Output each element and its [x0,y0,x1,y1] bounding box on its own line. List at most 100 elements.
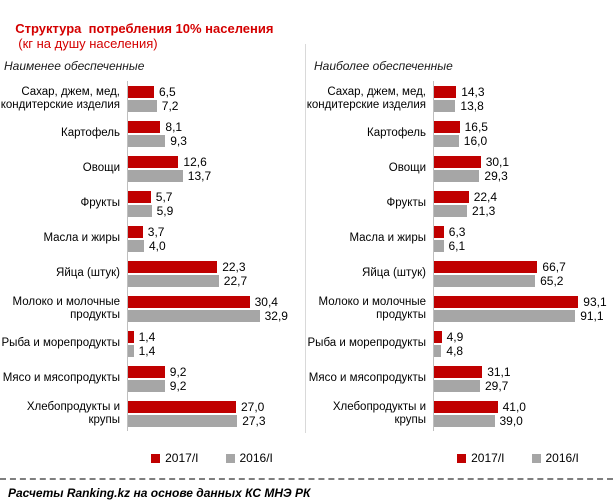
bar-line: 91,1 [434,308,611,323]
page-title-suffix: (кг на душу населения) [18,36,158,51]
category-label: Хлебопродукты и крупы [26,401,120,426]
bar-line: 6,3 [434,224,611,239]
bar-line: 22,4 [434,190,611,204]
bar-2017/I [128,120,161,133]
category-row: Рыба и морепродукты 4,9 4,8 [303,326,611,361]
bar-2017/I [128,365,165,378]
bar-2017/I [434,295,579,308]
legend-item-2016/I: 2016/I [225,451,273,465]
bar-2017/I [128,85,154,98]
value-label: 39,0 [499,413,523,428]
value-label: 14,3 [461,84,485,99]
value-label: 65,2 [540,273,564,288]
value-label: 6,5 [159,84,176,99]
value-label: 93,1 [583,294,607,309]
bar-2017/I [128,400,236,413]
chart-most-wealthy: Наиболее обеспеченные Сахар, джем, мед, … [303,59,611,465]
category-row: Фрукты 22,4 21,3 [303,186,611,221]
bar-group: 22,4 21,3 [433,186,611,221]
category-row: Молоко и молочные продукты 93,1 91,1 [303,291,611,326]
bar-2017/I [434,400,498,413]
legend-label: 2016/I [239,451,273,465]
value-label: 27,3 [242,413,266,428]
bar-group: 22,3 22,7 [127,256,303,291]
bar-2017/I [128,155,179,168]
bar-group: 30,4 32,9 [127,291,303,326]
value-label: 4,0 [149,238,166,253]
bar-line: 6,5 [128,84,303,99]
value-label: 27,0 [241,399,265,414]
bar-group: 30,1 29,3 [433,151,611,186]
legend-swatch [225,453,235,463]
bar-group: 6,5 7,2 [127,81,303,116]
bar-2016/I [128,274,219,287]
bar-line: 5,7 [128,189,303,204]
bar-group: 6,3 6,1 [433,221,611,256]
bar-2017/I [434,190,469,203]
plot-area-least-wealthy: Сахар, джем, мед, кондитерские изделия 6,… [0,81,303,431]
bar-2017/I [434,330,442,343]
bar-group: 1,4 1,4 [127,326,303,361]
chart-subtitle-least-wealthy: Наименее обеспеченные [4,59,145,73]
value-label: 22,3 [222,259,246,274]
source-note: Расчеты Ranking.kz на основе данных КС М… [0,478,613,500]
bar-line: 6,1 [434,239,611,253]
category-label: Яйца (штук) [56,267,120,280]
category-row: Картофель 16,5 16,0 [303,116,611,151]
bar-line: 93,1 [434,294,611,309]
bar-2016/I [434,169,480,182]
bar-2016/I [434,134,459,147]
category-row: Овощи 30,1 29,3 [303,151,611,186]
value-label: 6,3 [448,224,466,239]
value-label: 29,7 [485,378,509,393]
category-label: Овощи [388,162,426,175]
bar-2016/I [434,379,480,392]
category-row: Сахар, джем, мед, кондитерские изделия 6,… [0,81,303,116]
category-label: Сахар, джем, мед, кондитерские изделия [0,86,120,111]
bar-line: 22,7 [128,273,303,288]
bar-group: 27,0 27,3 [127,396,303,431]
bar-line: 16,5 [434,119,611,134]
category-row: Мясо и мясопродукты 9,2 9,2 [0,361,303,396]
value-label: 9,3 [170,133,187,148]
bar-line: 1,4 [128,344,303,358]
category-row: Масла и жиры 3,7 4,0 [0,221,303,256]
value-label: 5,7 [155,189,173,204]
bar-2017/I [434,85,457,98]
bar-group: 4,9 4,8 [433,326,611,361]
bar-2016/I [128,169,183,182]
bar-2017/I [434,155,481,168]
bar-2016/I [128,344,134,357]
value-label: 30,1 [485,154,510,169]
category-row: Хлебопродукты и крупы 27,0 27,3 [0,396,303,431]
bar-line: 22,3 [128,259,303,274]
value-label: 3,7 [147,224,165,239]
value-label: 21,3 [472,203,496,218]
value-label: 22,7 [223,273,248,288]
bar-group: 12,6 13,7 [127,151,303,186]
bar-2017/I [434,260,538,273]
value-label: 16,5 [464,119,488,134]
value-label: 31,1 [487,364,511,379]
bar-2016/I [128,414,238,427]
bar-line: 66,7 [434,260,611,274]
category-label: Фрукты [386,197,426,210]
bar-line: 16,0 [434,134,611,148]
bar-group: 14,3 13,8 [433,81,611,116]
bar-line: 9,2 [128,365,303,379]
bar-2016/I [434,239,444,252]
category-row: Фрукты 5,7 5,9 [0,186,303,221]
bar-2016/I [128,99,157,112]
bar-2017/I [434,120,460,133]
value-label: 91,1 [580,308,604,323]
bar-line: 65,2 [434,273,611,288]
category-label: Картофель [61,127,120,140]
bar-2016/I [128,134,166,147]
category-label: Мясо и мясопродукты [2,372,120,385]
bar-line: 39,0 [434,413,611,428]
category-label: Масла и жиры [349,232,426,245]
value-label: 32,9 [264,308,288,323]
bar-2016/I [128,239,144,252]
bar-line: 7,2 [128,99,303,113]
legend-swatch [531,453,541,463]
